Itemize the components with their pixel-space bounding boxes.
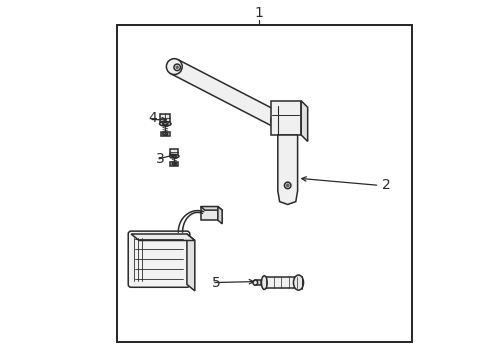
Polygon shape: [131, 234, 194, 240]
Polygon shape: [301, 101, 307, 141]
Text: 5: 5: [212, 276, 221, 289]
Polygon shape: [186, 234, 194, 291]
Ellipse shape: [286, 184, 288, 187]
Ellipse shape: [274, 117, 279, 122]
Ellipse shape: [169, 154, 179, 158]
Polygon shape: [255, 280, 260, 285]
Polygon shape: [218, 207, 222, 224]
Ellipse shape: [176, 66, 178, 68]
Bar: [270, 101, 301, 135]
Bar: [264, 277, 298, 288]
Ellipse shape: [284, 182, 290, 189]
Text: 3: 3: [155, 152, 164, 166]
Bar: [117, 25, 411, 342]
Ellipse shape: [172, 163, 176, 165]
Text: 2: 2: [382, 179, 390, 192]
Polygon shape: [277, 135, 297, 204]
Ellipse shape: [159, 122, 171, 126]
Text: 4: 4: [148, 111, 157, 125]
Bar: [200, 207, 218, 220]
Ellipse shape: [261, 276, 266, 289]
Ellipse shape: [270, 113, 286, 129]
Ellipse shape: [293, 275, 303, 290]
Ellipse shape: [174, 64, 180, 71]
Polygon shape: [200, 207, 222, 210]
Bar: [160, 132, 170, 136]
Ellipse shape: [166, 59, 182, 75]
Ellipse shape: [163, 133, 167, 135]
Polygon shape: [170, 59, 282, 128]
FancyBboxPatch shape: [128, 231, 189, 287]
Bar: [160, 114, 170, 122]
Ellipse shape: [275, 119, 277, 121]
Ellipse shape: [252, 280, 257, 285]
Ellipse shape: [172, 156, 176, 157]
Bar: [170, 162, 178, 166]
Text: 1: 1: [254, 6, 263, 19]
Ellipse shape: [163, 123, 168, 125]
Bar: [117, 25, 411, 342]
Bar: [170, 149, 178, 155]
